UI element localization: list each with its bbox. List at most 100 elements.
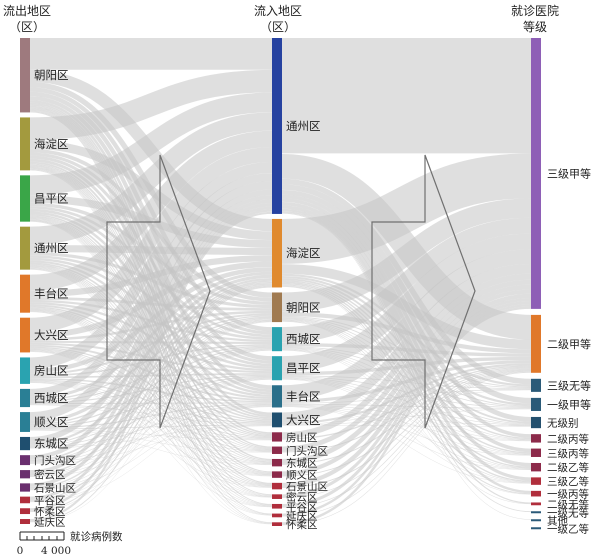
node-middle-5	[272, 385, 282, 408]
link-source-13-to-middle-5	[29, 406, 273, 503]
label-middle-10: 顺义区	[286, 470, 318, 482]
link-source-11-to-middle-0	[29, 199, 273, 474]
link-source-9-to-middle-0	[29, 189, 273, 443]
label-target-4: 无级别	[547, 418, 579, 430]
link-middle-3-to-target-0	[281, 217, 532, 343]
label-middle-13: 平谷区	[286, 501, 318, 513]
sankey-nodes	[20, 38, 541, 530]
link-middle-10-to-target-1	[281, 368, 532, 477]
link-source-14-to-middle-2	[29, 321, 273, 513]
link-source-15-to-middle-0	[29, 211, 273, 522]
sankey-links	[29, 37, 532, 526]
label-source-1: 海淀区	[34, 137, 69, 151]
node-target-0	[531, 38, 541, 309]
label-target-2: 三级无等	[547, 378, 591, 392]
node-source-6	[20, 357, 30, 384]
node-target-8	[531, 477, 541, 485]
label-source-3: 通州区	[34, 241, 69, 255]
node-target-9	[531, 490, 541, 497]
scale-legend: 就诊病例数 0 4 000	[17, 530, 123, 557]
label-target-6: 三级丙等	[547, 447, 589, 460]
node-target-10	[531, 502, 541, 506]
link-source-7-to-middle-3	[29, 345, 273, 403]
label-middle-0: 通州区	[286, 119, 321, 133]
node-source-1	[20, 117, 30, 171]
node-target-2	[531, 378, 541, 392]
scale-tick-4000: 4 000	[41, 545, 71, 557]
label-middle-12: 密云区	[286, 491, 318, 504]
header-middle-line2: （区）	[260, 20, 296, 34]
label-source-0: 朝阳区	[34, 68, 69, 82]
node-target-5	[531, 434, 541, 443]
link-source-11-to-middle-2	[29, 319, 273, 476]
label-middle-3: 西城区	[286, 332, 321, 346]
node-middle-11	[272, 482, 282, 490]
link-middle-14-to-target-1	[281, 371, 532, 517]
label-middle-9: 东城区	[286, 457, 318, 470]
header-target-line2: 等级	[523, 20, 547, 34]
node-source-0	[20, 38, 30, 113]
header-middle-line1: 流入地区	[254, 4, 302, 18]
link-middle-12-to-target-0	[281, 297, 532, 498]
label-source-13: 平谷区	[34, 495, 66, 507]
link-source-2-to-middle-0	[29, 92, 273, 196]
label-source-5: 大兴区	[34, 328, 69, 342]
node-source-13	[20, 496, 30, 504]
link-source-10-to-middle-1	[29, 280, 273, 462]
link-source-6-to-middle-0	[29, 161, 273, 369]
link-source-4-to-middle-0	[29, 130, 273, 291]
node-source-11	[20, 470, 30, 479]
scale-tick-0: 0	[17, 545, 24, 557]
label-middle-4: 昌平区	[286, 361, 321, 375]
node-middle-15	[272, 522, 282, 526]
node-middle-10	[272, 471, 282, 478]
link-middle-13-to-target-0	[281, 300, 532, 507]
sankey-labels: 朝阳区海淀区昌平区通州区丰台区大兴区房山区西城区顺义区东城区门头沟区密云区石景山…	[34, 68, 591, 535]
label-target-1: 二级甲等	[547, 337, 591, 351]
link-middle-4-to-target-0	[281, 233, 532, 372]
node-middle-13	[272, 503, 282, 509]
link-source-6-to-middle-11	[29, 382, 273, 488]
node-middle-6	[272, 412, 282, 428]
link-middle-14-to-target-0	[281, 304, 532, 517]
node-middle-2	[272, 292, 282, 323]
link-source-10-to-middle-3	[29, 348, 273, 463]
link-middle-15-to-target-1	[281, 372, 532, 526]
node-source-7	[20, 388, 30, 408]
node-target-7	[531, 462, 541, 472]
label-middle-1: 海淀区	[286, 246, 321, 260]
node-middle-9	[272, 458, 282, 467]
label-source-11: 密云区	[34, 468, 66, 481]
label-middle-15: 怀柔区	[286, 519, 318, 531]
label-target-8: 三级乙等	[547, 475, 589, 488]
label-source-12: 石景山区	[34, 483, 76, 495]
label-source-15: 延庆区	[34, 516, 66, 529]
scale-title: 就诊病例数	[70, 530, 123, 543]
node-middle-7	[272, 432, 282, 442]
link-source-5-to-middle-0	[29, 147, 273, 333]
link-middle-12-to-target-1	[281, 370, 532, 499]
node-target-4	[531, 416, 541, 429]
label-middle-2: 朝阳区	[286, 300, 321, 314]
label-target-13: 一级乙等	[547, 522, 589, 535]
link-middle-9-to-target-0	[281, 284, 532, 464]
label-target-12: 其他	[547, 514, 568, 527]
link-source-10-to-middle-2	[29, 318, 273, 462]
link-middle-5-to-target-0	[281, 249, 532, 400]
node-target-12	[531, 519, 541, 522]
link-middle-1-to-target-0	[281, 153, 532, 264]
label-source-2: 昌平区	[34, 192, 69, 206]
link-source-15-to-middle-2	[29, 321, 273, 523]
link-middle-8-to-target-0	[281, 279, 532, 452]
label-target-11: 一级无等	[547, 506, 589, 519]
scale-ruler	[19, 531, 65, 541]
node-target-6	[531, 448, 541, 457]
label-middle-14: 延庆区	[286, 509, 318, 522]
node-source-5	[20, 317, 30, 353]
label-target-10: 二级无等	[547, 498, 589, 511]
flow-arrows	[106, 154, 476, 429]
label-source-9: 东城区	[34, 437, 69, 451]
link-middle-11-to-target-1	[281, 369, 532, 489]
flow-arrow-2	[371, 154, 476, 429]
